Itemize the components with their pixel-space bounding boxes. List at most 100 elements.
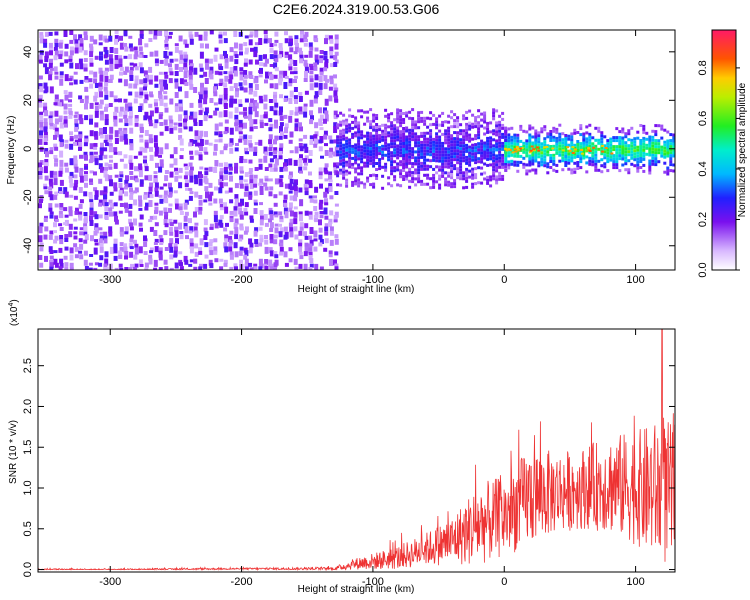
spectrogram-cell (54, 162, 58, 167)
snr-multiplier: (x104) (8, 299, 20, 326)
spectrogram-cell (357, 157, 361, 161)
spectrogram-cell (119, 246, 124, 252)
spectrogram-cell (69, 82, 74, 86)
spectrogram-cell (417, 120, 421, 124)
spectrogram-cell (184, 43, 189, 48)
spectrogram-cell (268, 151, 273, 156)
spectrogram-cell (507, 154, 511, 158)
spectrogram-cell (164, 215, 168, 220)
spectrogram-cell (453, 185, 457, 189)
spectrogram-cell (329, 38, 334, 44)
spectrogram-cell (591, 163, 595, 167)
spectrogram-cell (642, 136, 646, 140)
spectrogram-cell (223, 94, 228, 102)
spectrogram-cell (408, 167, 412, 171)
spectrogram-cell (153, 171, 158, 175)
spectrogram-cell (179, 211, 184, 215)
spectrogram-cell (669, 163, 673, 167)
spectrogram-cell (273, 150, 278, 155)
spectrogram-cell (109, 47, 114, 53)
spectrogram-cell (369, 144, 373, 148)
spectrogram-cell (278, 231, 283, 238)
spectrogram-peak-cell (516, 146, 519, 149)
spectrogram-cell (174, 106, 179, 113)
spectrogram-cell (492, 108, 496, 112)
spectrogram-cell (209, 263, 214, 269)
spectrogram-cell (372, 119, 376, 123)
spectrogram-peak-cell (545, 145, 549, 148)
spectrogram-cell (289, 47, 294, 53)
spectrogram-cell (648, 171, 652, 175)
spectrogram-cell (58, 247, 63, 253)
spectrogram-cell (304, 146, 309, 153)
spectrogram-cell (148, 115, 153, 122)
spectrogram-cell (164, 198, 169, 204)
spectrogram-cell (651, 144, 655, 148)
spectrogram-cell (133, 254, 138, 260)
spectrogram-cell (278, 43, 283, 48)
spectrogram-cell (104, 67, 109, 72)
spectrogram-cell (324, 143, 328, 147)
spectrogram-cell (134, 178, 139, 183)
spectrogram-cell (113, 162, 118, 169)
spectrogram-cell (258, 54, 263, 61)
spectrogram-cell (164, 223, 169, 228)
spectrogram-cell (645, 143, 649, 147)
spectrogram-cell (148, 103, 153, 108)
spectrogram-cell (591, 151, 595, 155)
spectrogram-cell (129, 75, 134, 81)
spectrogram-cell (273, 234, 278, 239)
spectrogram-cell (99, 55, 103, 61)
spectrogram-cell (248, 168, 253, 172)
spectrogram-cell (669, 139, 673, 143)
spectrogram-cell (525, 163, 529, 167)
spectrogram-cell (248, 238, 253, 245)
spectrogram-cell (103, 231, 108, 238)
spectrogram-cell (417, 177, 421, 181)
spectrogram-x-tick-label: -200 (231, 274, 253, 286)
spectrogram-cell (168, 123, 173, 128)
spectrogram-cell (381, 123, 385, 127)
spectrogram-cell (588, 144, 592, 148)
spectrogram-cell (48, 203, 53, 209)
spectrogram-cell (153, 267, 158, 270)
spectrogram-cell (399, 160, 403, 164)
spectrogram-cell (79, 227, 84, 231)
spectrogram-cell (174, 226, 179, 232)
spectrogram-cell (244, 47, 249, 53)
spectrogram-cell (310, 115, 314, 121)
spectrogram-cell (504, 145, 508, 148)
spectrogram-cell (588, 135, 592, 139)
spectrogram-cell (98, 163, 103, 170)
spectrogram-cell (624, 156, 628, 160)
spectrogram-cell (390, 112, 394, 116)
spectrogram-cell (164, 143, 169, 150)
spectrogram-cell (223, 131, 228, 135)
spectrogram-cell (663, 146, 667, 150)
spectrogram-cell (444, 162, 448, 166)
spectrogram-cell (63, 30, 68, 37)
spectrogram-cell (507, 142, 511, 146)
spectrogram-cell (273, 50, 278, 56)
spectrogram-cell (123, 43, 128, 47)
spectrogram-cell (459, 144, 463, 148)
spectrogram-cell (83, 50, 88, 56)
spectrogram-cell (384, 135, 388, 139)
spectrogram-peak-cell (536, 146, 539, 149)
spectrogram-cell (639, 160, 643, 163)
spectrogram-cell (375, 174, 379, 177)
spectrogram-cell (657, 142, 661, 146)
spectrogram-cell (38, 94, 43, 100)
spectrogram-cell (289, 231, 294, 238)
spectrogram-cell (118, 250, 123, 258)
spectrogram-y-axis-label: Frequency (Hz) (6, 116, 17, 185)
spectrogram-cell (303, 34, 308, 42)
spectrogram-cell (402, 142, 406, 145)
spectrogram-cell (274, 223, 279, 227)
spectrogram-cell (74, 126, 79, 132)
spectrogram-cell (669, 145, 673, 149)
spectrogram-cell (570, 138, 574, 142)
spectrogram-cell (654, 133, 658, 137)
spectrogram-cell (549, 139, 553, 142)
spectrogram-cell (471, 122, 475, 126)
